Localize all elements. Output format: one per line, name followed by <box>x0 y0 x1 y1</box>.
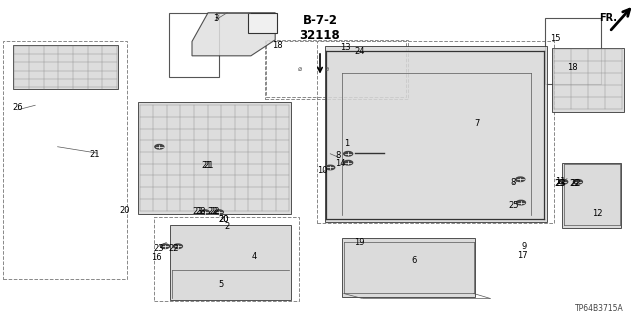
Text: 22: 22 <box>570 179 580 188</box>
Text: 13: 13 <box>340 43 350 52</box>
Text: 4: 4 <box>252 252 257 261</box>
Text: 11: 11 <box>555 177 565 186</box>
Text: 2: 2 <box>224 222 229 231</box>
Circle shape <box>559 180 568 184</box>
Bar <box>265 40 408 99</box>
Text: 7: 7 <box>475 119 480 128</box>
Text: 18: 18 <box>272 41 282 50</box>
Bar <box>154 217 299 301</box>
Text: 22: 22 <box>208 207 218 216</box>
Text: 9: 9 <box>522 242 527 251</box>
Circle shape <box>214 210 223 214</box>
Bar <box>3 41 127 279</box>
Polygon shape <box>552 48 624 112</box>
Circle shape <box>155 145 164 149</box>
Bar <box>169 13 219 77</box>
Circle shape <box>344 152 353 156</box>
Text: 6: 6 <box>412 256 417 265</box>
Text: 19: 19 <box>354 238 364 247</box>
Text: 21: 21 <box>202 161 212 170</box>
Polygon shape <box>342 238 475 297</box>
Text: 22: 22 <box>209 207 220 216</box>
Bar <box>545 18 601 84</box>
Text: 22: 22 <box>571 179 581 188</box>
Polygon shape <box>562 163 621 228</box>
Text: 20: 20 <box>218 215 228 224</box>
Text: ⌀: ⌀ <box>324 66 328 71</box>
Circle shape <box>516 177 525 182</box>
Text: 26: 26 <box>13 103 23 112</box>
Text: 20: 20 <box>219 215 229 224</box>
Text: 8: 8 <box>510 178 515 187</box>
Text: 21: 21 <box>90 150 100 159</box>
Text: 20: 20 <box>119 206 129 215</box>
Text: 17: 17 <box>517 251 527 260</box>
Polygon shape <box>13 45 118 89</box>
Text: ⌀: ⌀ <box>298 66 301 71</box>
Text: 23: 23 <box>154 244 164 253</box>
Circle shape <box>326 165 335 170</box>
Bar <box>266 41 406 97</box>
Circle shape <box>573 180 582 184</box>
Text: 16: 16 <box>151 253 161 262</box>
Text: 23: 23 <box>195 207 205 216</box>
Text: 22: 22 <box>168 244 179 253</box>
Text: 23: 23 <box>193 207 203 216</box>
Polygon shape <box>170 225 291 300</box>
Text: TP64B3715A: TP64B3715A <box>575 304 624 313</box>
Text: 1: 1 <box>344 139 349 148</box>
Circle shape <box>344 160 353 165</box>
Bar <box>317 41 554 223</box>
Text: 18: 18 <box>568 63 578 72</box>
Bar <box>248 13 277 33</box>
Text: 24: 24 <box>355 47 365 56</box>
Polygon shape <box>325 46 547 222</box>
Text: 15: 15 <box>550 34 561 43</box>
Polygon shape <box>138 102 291 214</box>
Polygon shape <box>192 13 275 56</box>
Text: 23: 23 <box>555 179 565 188</box>
Text: 3: 3 <box>213 14 218 23</box>
Text: 8: 8 <box>336 152 341 160</box>
Text: 12: 12 <box>592 209 602 218</box>
Text: 23: 23 <box>556 179 566 188</box>
Text: B-7-2
32118: B-7-2 32118 <box>300 14 340 42</box>
Text: 5: 5 <box>218 280 223 289</box>
Circle shape <box>161 244 170 249</box>
Text: 25: 25 <box>509 201 519 210</box>
Circle shape <box>516 200 525 205</box>
Text: 21: 21 <box>204 161 214 170</box>
Circle shape <box>200 210 209 214</box>
Text: 10: 10 <box>317 166 327 175</box>
Circle shape <box>173 244 182 249</box>
Text: FR.: FR. <box>599 13 617 23</box>
Text: 14: 14 <box>335 160 346 168</box>
